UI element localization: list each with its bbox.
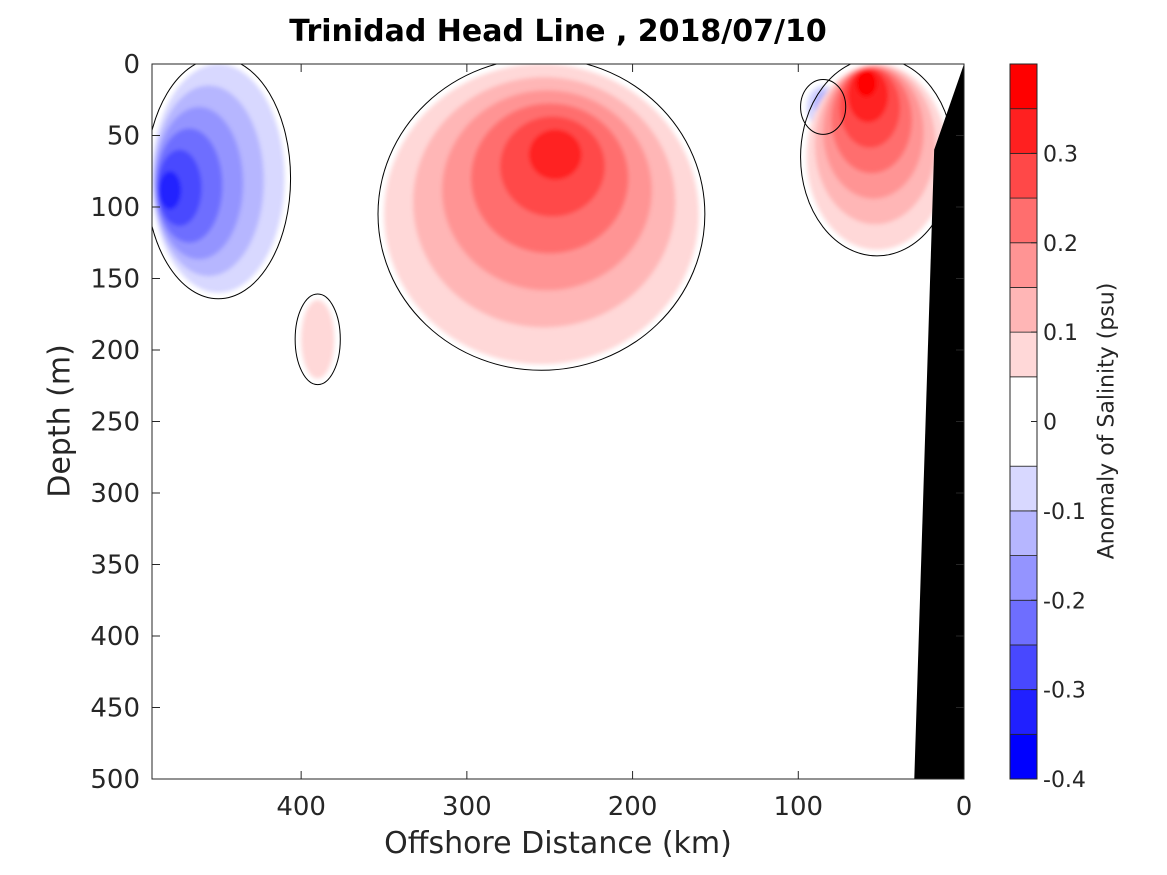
y-tick-label: 350 [90, 551, 140, 581]
positive-anomaly-nearshore-level-7 [856, 70, 877, 97]
y-tick-label: 500 [90, 765, 140, 795]
seafloor-bathymetry [914, 64, 964, 779]
positive-anomaly-core-level-6 [529, 129, 582, 180]
x-tick-label: 200 [608, 792, 658, 822]
chart-title: Trinidad Head Line , 2018/07/10 [289, 14, 827, 49]
y-tick-label: 250 [90, 408, 140, 438]
colorbar-segment [1009, 63, 1038, 110]
plot-area [152, 64, 964, 779]
colorbar-tick-label: 0.3 [1043, 142, 1078, 167]
positive-anomaly-core-zero-contour [377, 64, 706, 371]
colorbar-label: Anomaly of Salinity (psu) [1094, 282, 1120, 560]
colorbar-segment [1009, 287, 1038, 333]
y-axis: 0 50 100 150 200 250 300 350 400 450 500 [90, 50, 964, 795]
colorbar-segment [1009, 644, 1038, 691]
colorbar-tick-label: 0.2 [1043, 232, 1078, 257]
y-tick-label: 0 [123, 50, 140, 80]
positive-anomaly-isolated-level-1 [301, 299, 335, 379]
colorbar-segment [1009, 197, 1038, 244]
colorbar-segment [1009, 599, 1038, 646]
colorbar-tick-label: 0.1 [1043, 321, 1078, 346]
y-tick-label: 200 [90, 336, 140, 366]
colorbar-tick-label: 0 [1043, 411, 1057, 436]
colorbar-tick-label: -0.1 [1043, 500, 1086, 525]
colorbar-segment [1009, 555, 1038, 601]
colorbar-segment [1009, 331, 1038, 378]
positive-anomaly-isolated-zero-contour [294, 293, 341, 386]
anomaly-field [152, 64, 948, 379]
y-tick-label: 150 [90, 265, 140, 295]
colorbar: 0.3 0.2 0.1 0 -0.1 -0.2 -0.3 -0.4 [1009, 63, 1086, 793]
y-tick-label: 300 [90, 479, 140, 509]
colorbar-tick-label: -0.2 [1043, 589, 1086, 614]
x-tick-label: 300 [442, 792, 492, 822]
x-tick-label: 0 [956, 792, 973, 822]
x-axis: 400 300 200 100 0 [276, 64, 972, 822]
colorbar-segment [1009, 152, 1038, 199]
negative-anomaly-offshore-west-zero-contour [152, 64, 292, 300]
colorbar-segment [1009, 510, 1038, 556]
colorbar-segment [1009, 689, 1038, 735]
negative-anomaly-offshore-west-level-6 [158, 171, 181, 210]
colorbar-segment [1009, 108, 1038, 154]
x-tick-label: 400 [276, 792, 326, 822]
y-tick-label: 400 [90, 622, 140, 652]
y-tick-label: 450 [90, 694, 140, 724]
colorbar-segment [1009, 242, 1038, 288]
y-tick-label: 50 [107, 122, 140, 152]
y-tick-label: 100 [90, 193, 140, 223]
colorbar-segment [1009, 465, 1038, 512]
colorbar-segment [1009, 733, 1038, 780]
x-tick-label: 100 [773, 792, 823, 822]
x-axis-label: Offshore Distance (km) [384, 826, 732, 861]
negative-anomaly-nearshore-eddy-zero-contour [800, 78, 847, 135]
y-axis-label: Depth (m) [42, 344, 78, 498]
colorbar-tick-label: -0.3 [1043, 679, 1086, 704]
colorbar-tick-label: -0.4 [1043, 768, 1086, 793]
